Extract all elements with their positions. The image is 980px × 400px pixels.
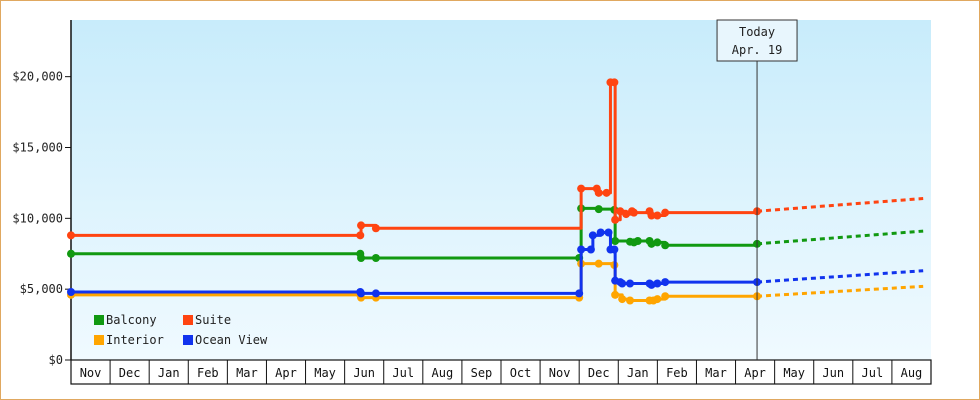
data-point[interactable] (633, 237, 642, 245)
plot-area (71, 20, 931, 360)
data-point[interactable] (611, 290, 620, 299)
y-axis: $0 $5,000 $10,000 $15,000 $20,000 (12, 20, 72, 367)
data-point[interactable] (661, 208, 670, 217)
x-tick-label: Mar (236, 366, 258, 380)
forecast-line (756, 197, 924, 213)
x-axis: Nov Dec Jan Feb Mar Apr May Jun Jul Aug Sep Oct Nov D… (70, 359, 932, 385)
data-point[interactable] (577, 184, 586, 193)
today-box (716, 19, 798, 62)
x-tick-label: Nov (80, 366, 102, 380)
legend-item-ocean-view: Ocean View (183, 333, 268, 347)
series-balcony (67, 204, 924, 262)
data-point[interactable] (626, 296, 634, 305)
y-tick-label: $15,000 (12, 141, 63, 155)
data-point[interactable] (371, 289, 380, 298)
legend: Balcony Suite Interior Ocean View (94, 313, 268, 347)
data-point[interactable] (67, 288, 75, 296)
data-point[interactable] (626, 279, 634, 288)
data-point[interactable] (611, 215, 620, 224)
x-tick-label: Sep (471, 366, 493, 380)
x-tick-label: Mar (705, 366, 727, 380)
data-point[interactable] (618, 295, 627, 304)
today-marker: Today Apr. 19 (716, 19, 798, 360)
data-point[interactable] (577, 245, 586, 254)
y-tick-label: $0 (49, 353, 63, 367)
forecast-line (756, 284, 924, 298)
legend-swatch (183, 315, 193, 325)
x-tick-label: Dec (588, 366, 610, 380)
data-point[interactable] (647, 211, 656, 220)
y-tick-label: $20,000 (12, 70, 63, 84)
x-tick-label: Jan (158, 366, 180, 380)
data-point[interactable] (661, 241, 670, 250)
forecast-line (756, 269, 924, 284)
x-tick-label: Oct (510, 366, 532, 380)
data-point[interactable] (596, 228, 605, 237)
data-point[interactable] (661, 278, 670, 287)
data-point[interactable] (357, 289, 366, 298)
data-point[interactable] (618, 279, 627, 288)
forecast-line (756, 229, 924, 246)
series-layer (67, 78, 924, 305)
data-point[interactable] (594, 188, 603, 197)
x-tick-label: Aug (901, 366, 923, 380)
legend-swatch (183, 335, 193, 345)
data-point[interactable] (594, 259, 603, 268)
x-tick-label: Jan (627, 366, 649, 380)
legend-swatch (94, 335, 104, 345)
legend-label: Suite (195, 313, 231, 327)
x-tick-label: May (783, 366, 805, 380)
data-point[interactable] (371, 224, 380, 233)
x-tick-label: Apr (275, 366, 297, 380)
today-date: Apr. 19 (732, 43, 783, 57)
data-point[interactable] (575, 289, 584, 298)
data-point[interactable] (356, 231, 365, 240)
data-point[interactable] (653, 295, 662, 304)
data-point[interactable] (653, 238, 662, 247)
x-tick-label: Nov (549, 366, 571, 380)
x-tick-label: Feb (666, 366, 688, 380)
data-point[interactable] (588, 231, 597, 240)
data-point[interactable] (594, 205, 603, 214)
data-point[interactable] (653, 211, 662, 220)
data-point[interactable] (629, 208, 638, 217)
x-tick-label: Aug (432, 366, 454, 380)
legend-label: Interior (106, 333, 164, 347)
legend-swatch (94, 315, 104, 325)
x-tick-label: May (314, 366, 336, 380)
data-point[interactable] (611, 237, 620, 245)
data-point[interactable] (661, 292, 670, 301)
data-point[interactable] (357, 254, 366, 262)
x-tick-label: Dec (119, 366, 141, 380)
data-point[interactable] (371, 254, 380, 262)
today-label: Today (739, 25, 775, 39)
legend-item-suite: Suite (183, 313, 231, 327)
data-point[interactable] (610, 245, 619, 254)
x-tick-label: Jul (862, 366, 884, 380)
data-point[interactable] (610, 78, 619, 87)
data-point[interactable] (653, 279, 662, 288)
x-tick-label: Apr (744, 366, 766, 380)
data-point[interactable] (602, 188, 611, 197)
data-point[interactable] (67, 249, 75, 258)
y-tick-label: $5,000 (20, 282, 63, 296)
x-tick-label: Jun (353, 366, 375, 380)
legend-item-balcony: Balcony (94, 313, 157, 327)
x-tick-label: Jun (822, 366, 844, 380)
legend-item-interior: Interior (94, 333, 164, 347)
series-suite (67, 78, 924, 240)
data-point[interactable] (586, 245, 595, 254)
data-point[interactable] (357, 221, 366, 230)
x-tick-label: Jul (392, 366, 414, 380)
x-tick-label: Feb (197, 366, 219, 380)
data-point[interactable] (604, 228, 613, 237)
legend-label: Ocean View (195, 333, 268, 347)
y-tick-label: $10,000 (12, 211, 63, 225)
legend-label: Balcony (106, 313, 157, 327)
data-point[interactable] (67, 231, 75, 240)
series-ocean-view (67, 228, 924, 298)
